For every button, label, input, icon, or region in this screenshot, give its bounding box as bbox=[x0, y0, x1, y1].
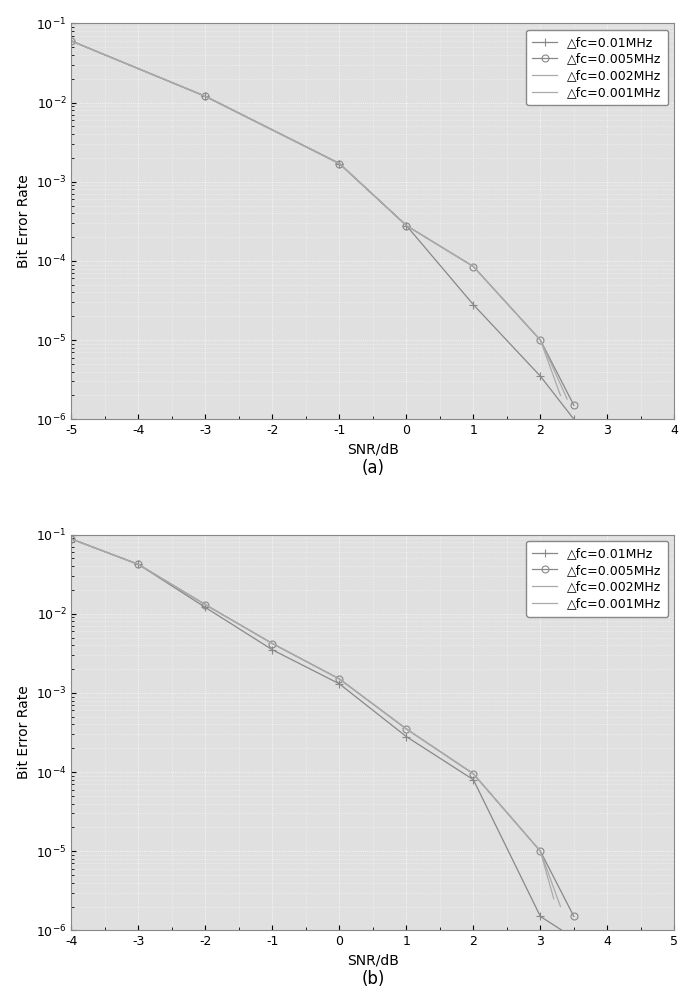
△fc=0.005MHz bbox=[469, 768, 477, 780]
△fc=0.001MHz bbox=[536, 334, 544, 346]
△fc=0.005MHz bbox=[134, 558, 142, 570]
△fc=0.005MHz bbox=[402, 220, 411, 232]
△fc=0.001MHz bbox=[469, 261, 477, 273]
Line: △fc=0.01MHz: △fc=0.01MHz bbox=[67, 37, 578, 423]
Line: △fc=0.001MHz: △fc=0.001MHz bbox=[72, 41, 560, 395]
△fc=0.01MHz bbox=[335, 678, 343, 690]
△fc=0.005MHz bbox=[335, 673, 343, 685]
△fc=0.002MHz bbox=[67, 533, 76, 545]
X-axis label: SNR/dB: SNR/dB bbox=[347, 954, 399, 968]
△fc=0.01MHz bbox=[202, 601, 210, 613]
Text: (a): (a) bbox=[361, 459, 384, 477]
Line: △fc=0.005MHz: △fc=0.005MHz bbox=[68, 38, 578, 409]
△fc=0.002MHz bbox=[202, 90, 210, 102]
△fc=0.01MHz bbox=[67, 35, 76, 47]
△fc=0.001MHz bbox=[556, 389, 564, 401]
△fc=0.01MHz bbox=[134, 558, 142, 570]
△fc=0.01MHz bbox=[536, 910, 544, 922]
△fc=0.01MHz bbox=[202, 90, 210, 102]
△fc=0.01MHz bbox=[536, 370, 544, 382]
△fc=0.002MHz bbox=[536, 845, 544, 857]
△fc=0.002MHz bbox=[268, 638, 277, 650]
△fc=0.002MHz bbox=[402, 220, 411, 232]
△fc=0.005MHz bbox=[202, 599, 210, 611]
△fc=0.01MHz bbox=[402, 220, 411, 232]
△fc=0.005MHz bbox=[469, 261, 477, 273]
△fc=0.001MHz bbox=[67, 533, 76, 545]
△fc=0.001MHz bbox=[402, 723, 411, 735]
△fc=0.005MHz bbox=[570, 399, 578, 411]
△fc=0.002MHz bbox=[469, 768, 477, 780]
△fc=0.01MHz bbox=[570, 932, 578, 944]
△fc=0.002MHz bbox=[67, 35, 76, 47]
△fc=0.001MHz bbox=[469, 768, 477, 780]
X-axis label: SNR/dB: SNR/dB bbox=[347, 443, 399, 457]
△fc=0.005MHz bbox=[536, 334, 544, 346]
△fc=0.001MHz bbox=[134, 558, 142, 570]
△fc=0.002MHz bbox=[335, 673, 343, 685]
△fc=0.001MHz bbox=[67, 35, 76, 47]
△fc=0.005MHz bbox=[402, 723, 411, 735]
△fc=0.005MHz bbox=[570, 910, 578, 922]
△fc=0.002MHz bbox=[402, 723, 411, 735]
△fc=0.01MHz bbox=[335, 158, 343, 170]
Line: △fc=0.002MHz: △fc=0.002MHz bbox=[72, 41, 567, 399]
△fc=0.002MHz bbox=[335, 158, 343, 170]
△fc=0.001MHz bbox=[268, 638, 277, 650]
△fc=0.005MHz bbox=[335, 158, 343, 170]
△fc=0.01MHz bbox=[268, 644, 277, 656]
△fc=0.002MHz bbox=[563, 393, 571, 405]
Text: (b): (b) bbox=[361, 970, 384, 988]
△fc=0.001MHz bbox=[335, 673, 343, 685]
△fc=0.005MHz bbox=[268, 638, 277, 650]
Line: △fc=0.002MHz: △fc=0.002MHz bbox=[72, 539, 560, 907]
△fc=0.001MHz bbox=[550, 893, 558, 905]
Legend: △fc=0.01MHz, △fc=0.005MHz, △fc=0.002MHz, △fc=0.001MHz: △fc=0.01MHz, △fc=0.005MHz, △fc=0.002MHz,… bbox=[526, 30, 668, 105]
△fc=0.01MHz bbox=[469, 299, 477, 311]
△fc=0.01MHz bbox=[67, 533, 76, 545]
△fc=0.005MHz bbox=[67, 533, 76, 545]
Line: △fc=0.005MHz: △fc=0.005MHz bbox=[68, 535, 578, 920]
△fc=0.005MHz bbox=[202, 90, 210, 102]
△fc=0.002MHz bbox=[536, 334, 544, 346]
Line: △fc=0.01MHz: △fc=0.01MHz bbox=[67, 535, 578, 942]
Y-axis label: Bit Error Rate: Bit Error Rate bbox=[17, 686, 31, 779]
△fc=0.001MHz bbox=[335, 158, 343, 170]
△fc=0.01MHz bbox=[469, 774, 477, 786]
△fc=0.002MHz bbox=[202, 599, 210, 611]
△fc=0.005MHz bbox=[536, 845, 544, 857]
△fc=0.001MHz bbox=[202, 90, 210, 102]
△fc=0.001MHz bbox=[536, 845, 544, 857]
Legend: △fc=0.01MHz, △fc=0.005MHz, △fc=0.002MHz, △fc=0.001MHz: △fc=0.01MHz, △fc=0.005MHz, △fc=0.002MHz,… bbox=[526, 541, 668, 617]
△fc=0.005MHz bbox=[67, 35, 76, 47]
△fc=0.002MHz bbox=[134, 558, 142, 570]
Y-axis label: Bit Error Rate: Bit Error Rate bbox=[17, 174, 31, 268]
△fc=0.01MHz bbox=[570, 413, 578, 425]
△fc=0.002MHz bbox=[556, 901, 564, 913]
△fc=0.01MHz bbox=[402, 731, 411, 743]
△fc=0.001MHz bbox=[402, 220, 411, 232]
Line: △fc=0.001MHz: △fc=0.001MHz bbox=[72, 539, 554, 899]
△fc=0.001MHz bbox=[202, 599, 210, 611]
△fc=0.002MHz bbox=[469, 261, 477, 273]
